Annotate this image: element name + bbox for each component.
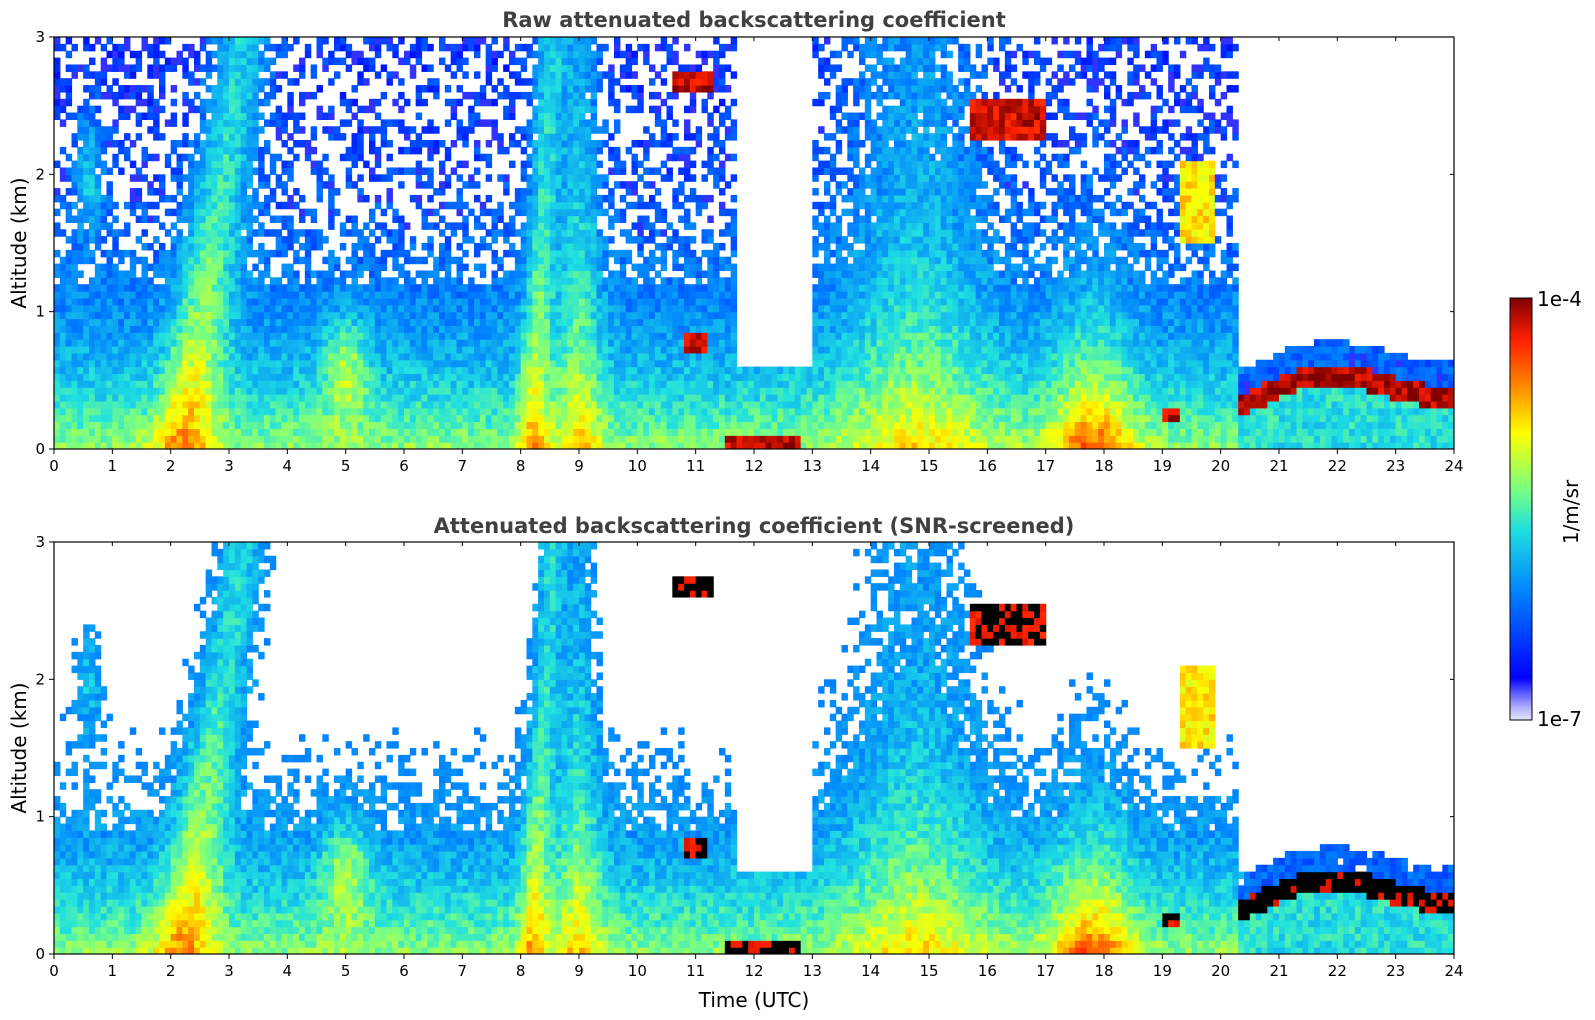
x-tick-label: 5 (341, 962, 351, 980)
x-tick-label: 19 (1153, 457, 1172, 475)
x-tick-label: 18 (1094, 962, 1113, 980)
x-tick-label: 22 (1328, 457, 1347, 475)
x-tick-label: 11 (686, 962, 705, 980)
panel-raw-heatmap (54, 37, 1454, 449)
panel-screened-xlabel: Time (UTC) (698, 988, 810, 1012)
panel-raw-y-ticks: 0 1 2 3 (35, 28, 1454, 458)
x-tick-label: 13 (803, 962, 822, 980)
x-tick-label: 0 (49, 962, 59, 980)
x-tick-label: 15 (919, 962, 938, 980)
panel-screened-x-ticks: 0 1 2 3 4 5 6 7 8 9 10 11 12 13 14 15 16 17 18 19 20 21 22 23 24 (49, 542, 1464, 980)
x-tick-label: 17 (1036, 962, 1055, 980)
x-tick-label: 14 (861, 962, 880, 980)
x-tick-label: 3 (224, 962, 234, 980)
colorbar-min-label: 1e-7 (1537, 707, 1582, 731)
x-tick-label: 17 (1036, 457, 1055, 475)
x-tick-label: 12 (744, 962, 763, 980)
x-tick-label: 9 (574, 457, 584, 475)
x-tick-label: 13 (803, 457, 822, 475)
x-tick-label: 22 (1328, 962, 1347, 980)
x-tick-label: 10 (628, 457, 647, 475)
y-tick-label: 1 (35, 303, 45, 321)
panel-screened-heatmap (54, 542, 1454, 954)
colorbar-max-label: 1e-4 (1537, 287, 1582, 311)
colorbar-unit-label: 1/m/sr (1559, 479, 1583, 544)
panel-screened-title: Attenuated backscattering coefficient (S… (434, 514, 1075, 538)
x-tick-label: 8 (516, 457, 526, 475)
panel-raw-ylabel: Altitude (km) (7, 177, 31, 308)
panel-screened-ylabel: Altitude (km) (7, 682, 31, 813)
x-tick-label: 2 (166, 457, 176, 475)
y-tick-label: 2 (35, 670, 45, 688)
x-tick-label: 18 (1094, 457, 1113, 475)
x-tick-label: 7 (458, 962, 468, 980)
x-tick-label: 21 (1269, 962, 1288, 980)
y-tick-label: 3 (35, 533, 45, 551)
x-tick-label: 4 (283, 457, 293, 475)
x-tick-label: 8 (516, 962, 526, 980)
x-tick-label: 1 (108, 457, 118, 475)
x-tick-label: 19 (1153, 962, 1172, 980)
y-tick-label: 3 (35, 28, 45, 46)
colorbar-gradient (1509, 297, 1533, 721)
x-tick-label: 24 (1444, 457, 1463, 475)
x-tick-label: 16 (978, 962, 997, 980)
x-tick-label: 24 (1444, 962, 1463, 980)
x-tick-label: 23 (1386, 457, 1405, 475)
y-tick-label: 0 (35, 440, 45, 458)
x-tick-label: 6 (399, 962, 409, 980)
panel-screened: Attenuated backscattering coefficient (S… (7, 514, 1464, 1012)
panel-screened-y-ticks: 0 1 2 3 (35, 533, 1454, 963)
panel-raw-x-ticks: 0 1 2 3 4 5 6 7 8 9 10 11 12 13 14 15 16 17 18 19 20 21 22 23 24 (49, 37, 1464, 475)
y-tick-label: 2 (35, 165, 45, 183)
y-tick-label: 1 (35, 808, 45, 826)
y-tick-label: 0 (35, 945, 45, 963)
x-tick-label: 21 (1269, 457, 1288, 475)
x-tick-label: 7 (458, 457, 468, 475)
x-tick-label: 20 (1211, 962, 1230, 980)
x-tick-label: 11 (686, 457, 705, 475)
x-tick-label: 12 (744, 457, 763, 475)
x-tick-label: 14 (861, 457, 880, 475)
x-tick-label: 1 (108, 962, 118, 980)
x-tick-label: 2 (166, 962, 176, 980)
x-tick-label: 9 (574, 962, 584, 980)
x-tick-label: 3 (224, 457, 234, 475)
x-tick-label: 0 (49, 457, 59, 475)
x-tick-label: 15 (919, 457, 938, 475)
x-tick-label: 10 (628, 962, 647, 980)
x-tick-label: 6 (399, 457, 409, 475)
x-tick-label: 20 (1211, 457, 1230, 475)
x-tick-label: 5 (341, 457, 351, 475)
x-tick-label: 23 (1386, 962, 1405, 980)
x-tick-label: 4 (283, 962, 293, 980)
x-tick-label: 16 (978, 457, 997, 475)
panel-raw-title: Raw attenuated backscattering coefficien… (502, 8, 1006, 32)
panel-raw: Raw attenuated backscattering coefficien… (7, 8, 1464, 475)
colorbar: 1e-4 1e-7 1/m/sr (1509, 287, 1583, 731)
